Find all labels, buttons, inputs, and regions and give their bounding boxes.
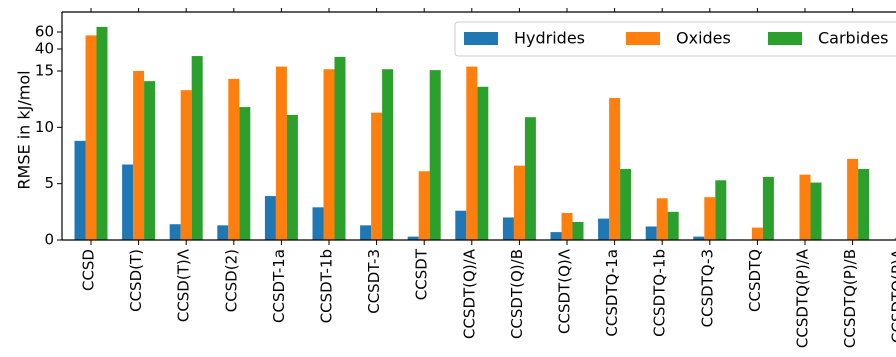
bar-hydrides-13 [693,236,705,240]
legend: Hydrides Oxides Carbides [454,21,896,57]
x-tick-label-13: CCSDTQ-3 [698,249,716,327]
bars-group [74,26,896,241]
y-tick-label-10: 10 [35,118,54,136]
bar-carbides-5 [334,56,346,240]
bar-carbides-14 [762,176,774,240]
x-tick-label-5: CCSDT-1b [318,249,336,323]
bar-oxides-9 [513,165,525,240]
bar-oxides-12 [656,198,668,240]
x-tick-label-10: CCSDT(Q)Λ [556,248,574,334]
bar-oxides-6 [371,112,383,240]
y-tick-label-5: 5 [44,174,54,192]
bar-carbides-8 [477,86,489,240]
bar-hydrides-7 [407,236,419,240]
x-tick-label-0: CCSD [80,249,98,291]
y-tick-label-15: 15 [35,62,54,80]
bar-hydrides-11 [598,218,610,240]
legend-swatch-hydrides [464,32,498,45]
bar-oxides-2 [180,90,192,240]
bar-hydrides-5 [312,207,324,240]
bar-oxides-10 [561,212,573,240]
bar-carbides-16 [858,169,870,240]
x-tick-label-9: CCSDT(Q)/B [508,249,526,339]
bar-oxides-3 [228,78,240,241]
bar-carbides-15 [810,182,822,240]
bar-oxides-17 [894,237,896,240]
bar-hydrides-1 [122,164,134,240]
x-tick-label-3: CCSD(2) [222,249,240,312]
bar-hydrides-9 [502,217,514,240]
y-tick-label-0: 0 [44,231,54,249]
legend-label-carbides: Carbides [818,29,889,48]
legend-swatch-oxides [626,32,660,45]
bar-carbides-9 [524,117,536,240]
legend-box [454,21,896,57]
x-tick-label-16: CCSDTQ(P)/B [841,249,859,348]
y-tick-label-60: 60 [35,23,54,41]
bar-hydrides-8 [455,210,467,240]
bar-oxides-11 [609,98,621,240]
bar-hydrides-4 [264,196,276,240]
bar-hydrides-3 [217,225,229,240]
x-tick-label-1: CCSD(T) [127,249,145,312]
bar-carbides-3 [239,107,251,240]
bar-oxides-5 [323,69,335,241]
x-tick-label-6: CCSDT-3 [365,249,383,314]
bar-oxides-1 [133,71,145,240]
bar-hydrides-2 [169,224,181,240]
bar-oxides-14 [751,227,763,240]
x-tick-label-17: CCSDTQ(P)Λ [889,248,896,343]
bar-carbides-6 [382,69,394,241]
bar-carbides-2 [191,56,203,240]
bar-oxides-13 [704,197,716,240]
x-tick-label-8: CCSDT(Q)/A [460,248,478,339]
legend-swatch-carbides [768,32,802,45]
x-tick-label-14: CCSDTQ [746,249,764,312]
legend-label-hydrides: Hydrides [514,29,585,48]
bar-oxides-4 [275,66,287,240]
bar-hydrides-0 [74,140,86,240]
bar-oxides-16 [847,158,859,240]
bar-carbides-4 [286,114,298,240]
bar-hydrides-10 [550,232,562,240]
bar-oxides-7 [418,171,430,240]
bar-carbides-13 [715,180,727,240]
bar-carbides-1 [144,81,156,240]
x-tick-label-4: CCSDT-1a [270,249,288,323]
bar-carbides-10 [572,221,584,240]
y-tick-label-40: 40 [35,40,54,58]
bar-carbides-7 [429,70,441,241]
x-tick-label-12: CCSDTQ-1b [651,249,669,337]
bar-oxides-15 [799,174,811,240]
y-axis-title: RMSE in kJ/mol [15,70,34,189]
bar-carbides-11 [620,169,632,240]
bar-hydrides-12 [645,226,657,240]
bar-carbides-0 [96,26,108,241]
bar-oxides-0 [85,35,97,241]
bar-hydrides-6 [360,225,372,240]
x-tick-label-11: CCSDTQ-1a [603,249,621,337]
x-tick-label-2: CCSD(T)Λ [175,248,193,322]
bar-oxides-8 [466,66,478,240]
x-tick-label-15: CCSDTQ(P)/A [794,248,812,348]
bar-carbides-12 [667,211,679,240]
legend-label-oxides: Oxides [676,29,731,48]
x-tick-label-7: CCSDT [413,248,431,300]
